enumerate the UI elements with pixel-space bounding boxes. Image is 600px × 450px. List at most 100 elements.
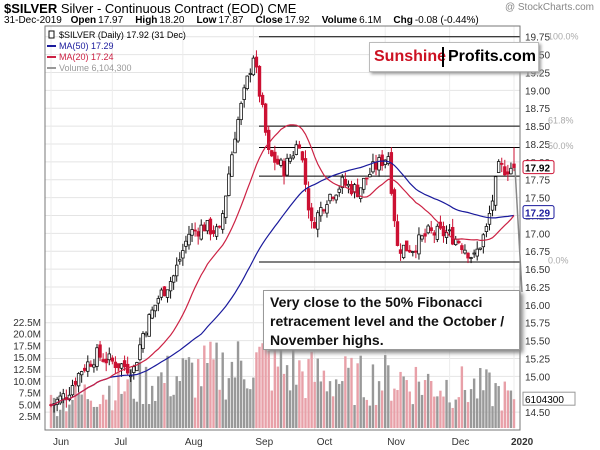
volume-bar xyxy=(178,381,181,428)
candle-body xyxy=(141,333,145,350)
volume-bar xyxy=(200,386,203,428)
volume-bar xyxy=(65,411,68,428)
volume-bar xyxy=(49,394,53,428)
volume-bar xyxy=(252,377,255,428)
volume-bar xyxy=(68,404,71,428)
plot-frame xyxy=(44,25,521,431)
candle-body xyxy=(248,73,253,75)
volume-bar xyxy=(384,355,387,428)
volume-bar xyxy=(239,360,243,428)
stat-open: Open 17.97 xyxy=(70,15,124,26)
price-tick-label: 15.00 xyxy=(525,372,550,383)
volume-bar xyxy=(62,396,65,428)
candle-body xyxy=(86,361,90,372)
candle-body xyxy=(309,207,314,222)
price-marker-box xyxy=(522,160,555,175)
candle-body xyxy=(116,363,121,369)
candle-body xyxy=(101,359,105,362)
volume-bar xyxy=(488,372,491,428)
volume-bar xyxy=(233,377,237,428)
volume-bar xyxy=(436,396,439,428)
price-tick-label: 15.50 xyxy=(525,337,550,348)
volume-bar xyxy=(482,390,485,428)
volume-bar xyxy=(377,381,381,428)
volume-bar xyxy=(89,400,93,428)
candle-body xyxy=(214,226,219,237)
candle-body xyxy=(129,375,133,378)
volume-bar xyxy=(307,359,310,428)
volume-bar xyxy=(506,390,510,428)
candle-body xyxy=(346,183,351,187)
candle-body xyxy=(285,157,289,176)
price-tick-label: 19.00 xyxy=(525,86,550,97)
volume-bar xyxy=(313,381,316,428)
annotation-box: Very close to the 50% Fibonacci retracem… xyxy=(263,290,520,350)
volume-bar xyxy=(111,410,114,428)
volume-bar xyxy=(365,399,369,428)
volume-bar xyxy=(460,366,464,428)
fibonacci-label: 50.0% xyxy=(548,141,574,151)
candle-body xyxy=(221,213,225,230)
x-tick-label: Jul xyxy=(114,437,127,448)
volume-bar xyxy=(114,400,117,428)
candle-body xyxy=(374,162,378,170)
candle-body xyxy=(475,248,479,257)
candle-body xyxy=(389,152,394,194)
volume-bar xyxy=(236,341,240,428)
candle-body xyxy=(328,193,332,202)
price-tick-label: 16.25 xyxy=(525,283,550,294)
volume-bar xyxy=(485,369,488,428)
volume-bar xyxy=(206,363,209,428)
candle-body xyxy=(411,251,415,253)
candle-body xyxy=(227,173,231,196)
price-tick-label: 16.00 xyxy=(525,301,550,312)
volume-bar xyxy=(304,398,307,428)
candle-body xyxy=(312,221,317,229)
volume-bar xyxy=(316,358,319,428)
volume-bar xyxy=(417,381,421,428)
candle-body xyxy=(386,156,390,164)
volume-bar xyxy=(221,352,224,428)
candle-body xyxy=(156,298,161,304)
candle-body xyxy=(270,150,274,157)
volume-bar xyxy=(472,378,476,428)
volume-bar xyxy=(86,399,89,428)
volume-bar xyxy=(279,347,283,428)
candle-body xyxy=(153,304,157,312)
candle-body xyxy=(79,371,84,376)
candle-body xyxy=(251,57,256,76)
volume-bar xyxy=(368,405,372,428)
volume-bar xyxy=(184,359,188,428)
candle-body xyxy=(512,163,516,168)
volume-tick-label: 2.5M xyxy=(19,412,41,423)
x-tick-label: Nov xyxy=(387,437,405,448)
candle-body xyxy=(450,227,455,245)
candle-body xyxy=(484,226,489,232)
volume-tick-label: 5.0M xyxy=(19,400,41,411)
candle-body xyxy=(322,209,326,212)
volume-bar xyxy=(328,381,332,428)
brand-separator xyxy=(442,47,444,67)
candle-body xyxy=(254,56,259,68)
candle-body xyxy=(337,188,341,193)
price-tick-label: 15.25 xyxy=(525,354,550,365)
volume-bar xyxy=(224,399,227,428)
brand-part1: Sunshine xyxy=(374,48,447,65)
candle-body xyxy=(426,225,430,234)
legend-entry: Volume 6,104,300 xyxy=(59,63,132,73)
candle-body xyxy=(365,177,369,180)
candle-body xyxy=(260,94,265,105)
candle-body xyxy=(316,212,320,230)
stat-low: Low 17.87 xyxy=(196,15,244,26)
volume-bar xyxy=(273,341,277,428)
volume-bar xyxy=(98,404,102,428)
candle-body xyxy=(395,221,400,246)
volume-bar xyxy=(132,398,135,428)
candle-body xyxy=(429,227,433,232)
volume-bar xyxy=(255,352,258,428)
volume-bar xyxy=(169,396,172,428)
price-tick-label: 19.25 xyxy=(525,68,550,79)
volume-bar xyxy=(347,367,350,428)
candle-body xyxy=(98,344,102,358)
candle-body xyxy=(362,177,366,190)
